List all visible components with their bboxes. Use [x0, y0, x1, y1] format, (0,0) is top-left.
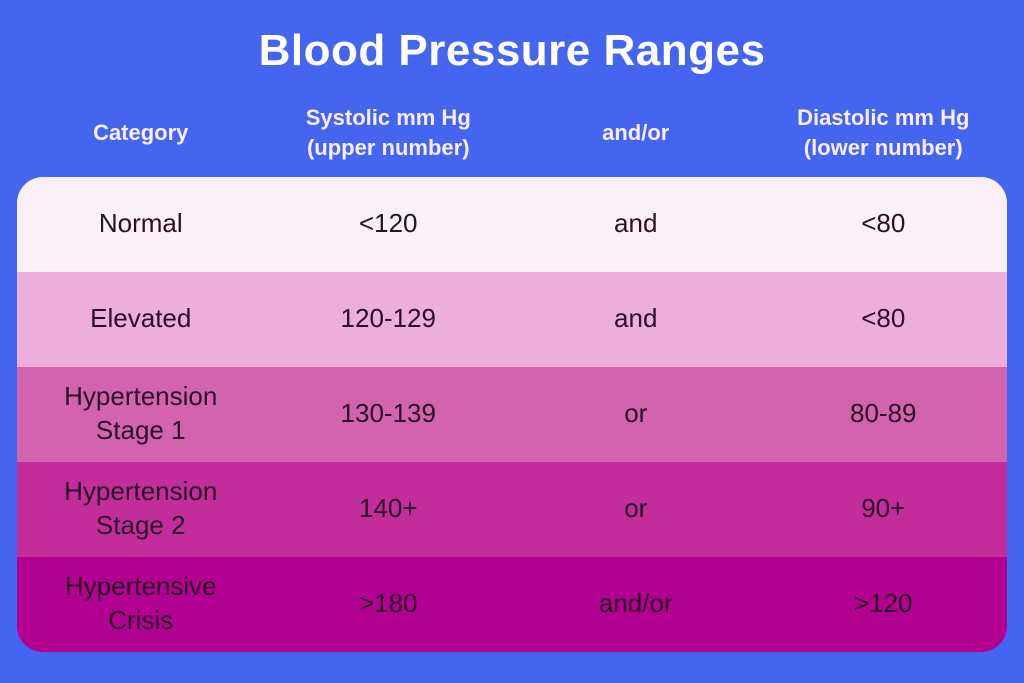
header-diastolic: Diastolic mm Hg (lower number) [760, 103, 1008, 162]
cell-diastolic: 80-89 [850, 398, 917, 429]
cell-systolic: 130-139 [340, 398, 436, 429]
cell-connector: and [614, 303, 658, 334]
cell-connector: and [614, 208, 658, 239]
header-category: Category [17, 118, 265, 148]
cell-diastolic: >120 [853, 588, 913, 619]
bp-table: Normal <120 and <80 Elevated 120-129 and… [17, 176, 1007, 652]
cell-category: Hypertensive Crisis [64, 571, 217, 636]
cell-category: Hypertension Stage 2 [64, 476, 218, 541]
header-diastolic-line1: Diastolic mm Hg [797, 104, 970, 130]
page-title: Blood Pressure Ranges [258, 26, 766, 75]
table-row-elevated: Elevated 120-129 and <80 [17, 271, 1007, 367]
cell-category: Elevated [90, 303, 192, 334]
cell-category: Hypertension Stage 1 [64, 381, 218, 446]
header-diastolic-line2: (lower number) [803, 134, 963, 160]
cell-connector: or [624, 493, 648, 524]
cell-connector: and/or [598, 588, 673, 619]
table-row-normal: Normal <120 and <80 [17, 176, 1007, 272]
cell-systolic: 120-129 [340, 303, 436, 334]
header-systolic-line1: Systolic mm Hg [305, 104, 471, 130]
table-header-row: Category Systolic mm Hg (upper number) a… [17, 99, 1007, 167]
header-category-label: Category [93, 119, 189, 145]
cell-diastolic: <80 [861, 208, 906, 239]
cell-diastolic: <80 [861, 303, 906, 334]
cell-diastolic: 90+ [861, 493, 906, 524]
cell-systolic: 140+ [358, 493, 418, 524]
header-connector-label: and/or [602, 119, 670, 145]
cell-connector: or [624, 398, 648, 429]
cell-systolic: <120 [358, 208, 418, 239]
table-row-hypertension-stage-1: Hypertension Stage 1 130-139 or 80-89 [17, 366, 1007, 462]
header-systolic: Systolic mm Hg (upper number) [265, 103, 513, 162]
cell-category: Normal [98, 208, 183, 239]
header-connector: and/or [512, 118, 760, 148]
cell-systolic: >180 [358, 588, 418, 619]
table-row-hypertensive-crisis: Hypertensive Crisis >180 and/or >120 [17, 556, 1007, 652]
table-row-hypertension-stage-2: Hypertension Stage 2 140+ or 90+ [17, 461, 1007, 557]
header-systolic-line2: (upper number) [306, 134, 470, 160]
